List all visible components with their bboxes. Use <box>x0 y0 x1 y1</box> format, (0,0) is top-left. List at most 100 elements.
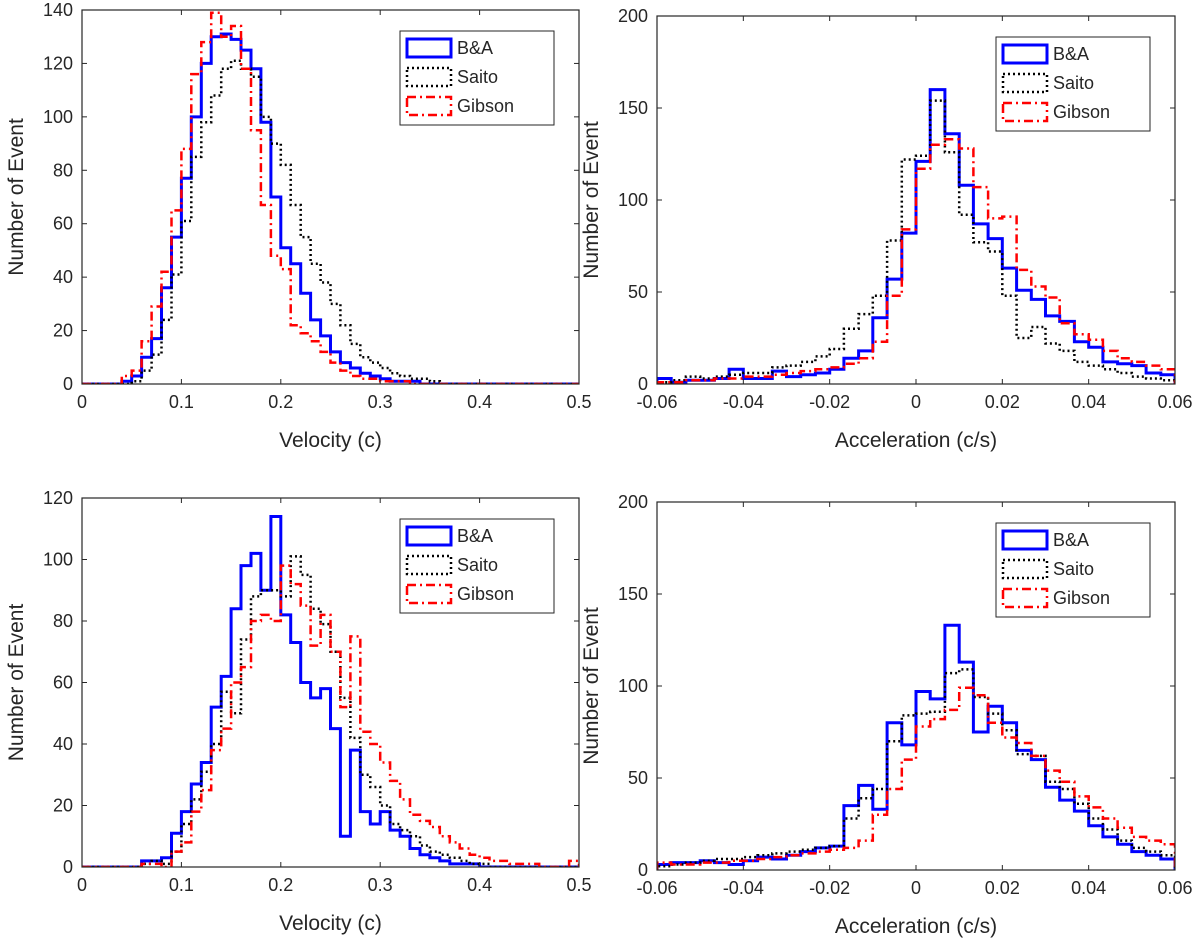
x-tick-label: -0.04 <box>723 392 764 412</box>
legend: B&A Saito Gibson <box>399 30 555 126</box>
y-axis-label: Number of Event <box>5 118 28 276</box>
chart-bottom-left: 0 0.1 0.2 0.3 0.4 0.5 0 20 40 60 80 100 120 Velocity … <box>5 488 592 935</box>
x-axis-label: Acceleration (c/s) <box>835 429 997 452</box>
y-tick-label: 0 <box>638 860 648 880</box>
series-ba-line <box>82 515 579 867</box>
x-tick-label: -0.02 <box>809 878 850 898</box>
y-tick-label: 140 <box>43 0 73 20</box>
series-ba-line <box>657 88 1175 384</box>
legend-label: Saito <box>457 555 498 575</box>
x-tick-label: 0.02 <box>985 392 1020 412</box>
series-group <box>657 88 1175 384</box>
y-axis-label: Number of Event <box>580 607 603 765</box>
legend: B&A Saito Gibson <box>995 522 1151 618</box>
series-saito-line <box>657 99 1175 384</box>
legend-label: Gibson <box>457 584 514 604</box>
x-tick-label: 0 <box>911 878 921 898</box>
y-tick-label: 200 <box>618 492 648 512</box>
series-gibson-line <box>82 564 579 867</box>
y-tick-label: 120 <box>43 53 73 73</box>
axes-box <box>81 9 580 385</box>
x-tick-label: -0.04 <box>723 878 764 898</box>
legend-swatch-saito <box>1001 72 1049 94</box>
y-tick-label: 100 <box>618 190 648 210</box>
x-tick-label: 0.3 <box>368 392 393 412</box>
series-ba-line <box>82 32 579 384</box>
x-tick-label: 0 <box>77 875 87 895</box>
y-tick-label: 80 <box>53 160 73 180</box>
legend-box <box>399 518 555 614</box>
legend-label: B&A <box>1053 530 1089 550</box>
y-tick-label: 20 <box>53 321 73 341</box>
y-tick-label: 0 <box>63 857 73 877</box>
legend-label: Saito <box>1053 73 1094 93</box>
legend-swatch-gibson <box>1001 587 1049 609</box>
x-tick-label: 0.4 <box>467 392 492 412</box>
series-saito-line <box>657 668 1175 870</box>
x-tick-label: 0.2 <box>268 875 293 895</box>
legend-swatch-saito <box>405 66 453 88</box>
y-tick-label: 60 <box>53 214 73 234</box>
y-tick-label: 40 <box>53 267 73 287</box>
series-gibson-line <box>82 11 579 384</box>
y-tick-label: 80 <box>53 611 73 631</box>
x-tick-label: 0.3 <box>368 875 393 895</box>
legend-label: Gibson <box>1053 588 1110 608</box>
y-tick-label: 150 <box>618 98 648 118</box>
x-tick-label: -0.02 <box>809 392 850 412</box>
legend-swatch-gibson <box>405 583 453 605</box>
y-tick-label: 100 <box>43 107 73 127</box>
y-tick-label: 0 <box>63 374 73 394</box>
series-saito-line <box>82 59 579 384</box>
legend-box <box>995 522 1151 618</box>
x-tick-label: 0.02 <box>985 878 1020 898</box>
y-tick-label: 150 <box>618 584 648 604</box>
y-tick-label: 50 <box>628 768 648 788</box>
y-axis-label: Number of Event <box>580 121 603 279</box>
x-tick-label: 0 <box>77 392 87 412</box>
legend: B&A Saito Gibson <box>399 518 555 614</box>
legend-label: B&A <box>1053 44 1089 64</box>
legend-label: B&A <box>457 526 493 546</box>
legend-swatch-ba <box>405 37 453 59</box>
x-tick-label: 0 <box>911 392 921 412</box>
x-tick-label: 0.1 <box>169 875 194 895</box>
y-tick-label: 0 <box>638 374 648 394</box>
series-group <box>82 11 579 384</box>
y-tick-label: 100 <box>618 676 648 696</box>
x-tick-label: 0.06 <box>1157 392 1192 412</box>
x-tick-label: 0.04 <box>1071 878 1106 898</box>
legend-label: Gibson <box>457 96 514 116</box>
x-tick-label: 0.4 <box>467 875 492 895</box>
y-tick-label: 200 <box>618 6 648 26</box>
legend-swatch-saito <box>1001 558 1049 580</box>
y-tick-label: 40 <box>53 734 73 754</box>
legend: B&A Saito Gibson <box>995 36 1151 132</box>
legend-label: Saito <box>457 67 498 87</box>
chart-top-left: 0 0.1 0.2 0.3 0.4 0.5 0 20 40 60 80 100 120 140 Veloci… <box>5 0 592 452</box>
y-tick-label: 60 <box>53 673 73 693</box>
x-tick-label: -0.06 <box>636 878 677 898</box>
legend-label: B&A <box>457 38 493 58</box>
legend-swatch-gibson <box>405 95 453 117</box>
x-tick-label: -0.06 <box>636 392 677 412</box>
x-axis-label: Velocity (c) <box>279 429 382 452</box>
legend-label: Gibson <box>1053 102 1110 122</box>
legend-swatch-ba <box>1001 529 1049 551</box>
legend-swatch-ba <box>1001 43 1049 65</box>
legend-box <box>399 30 555 126</box>
x-tick-label: 0.06 <box>1157 878 1192 898</box>
x-tick-label: 0.5 <box>566 875 591 895</box>
legend-swatch-saito <box>405 554 453 576</box>
x-axis-label: Acceleration (c/s) <box>835 915 997 938</box>
y-tick-label: 100 <box>43 550 73 570</box>
y-axis-label: Number of Event <box>5 604 28 762</box>
legend-label: Saito <box>1053 559 1094 579</box>
chart-bottom-right: -0.06 -0.04 -0.02 0 0.02 0.04 0.06 0 50 100 150 200… <box>580 492 1193 938</box>
legend-swatch-ba <box>405 525 453 547</box>
legend-box <box>995 36 1151 132</box>
series-gibson-line <box>657 686 1175 870</box>
x-tick-label: 0.5 <box>566 392 591 412</box>
y-tick-label: 120 <box>43 488 73 508</box>
